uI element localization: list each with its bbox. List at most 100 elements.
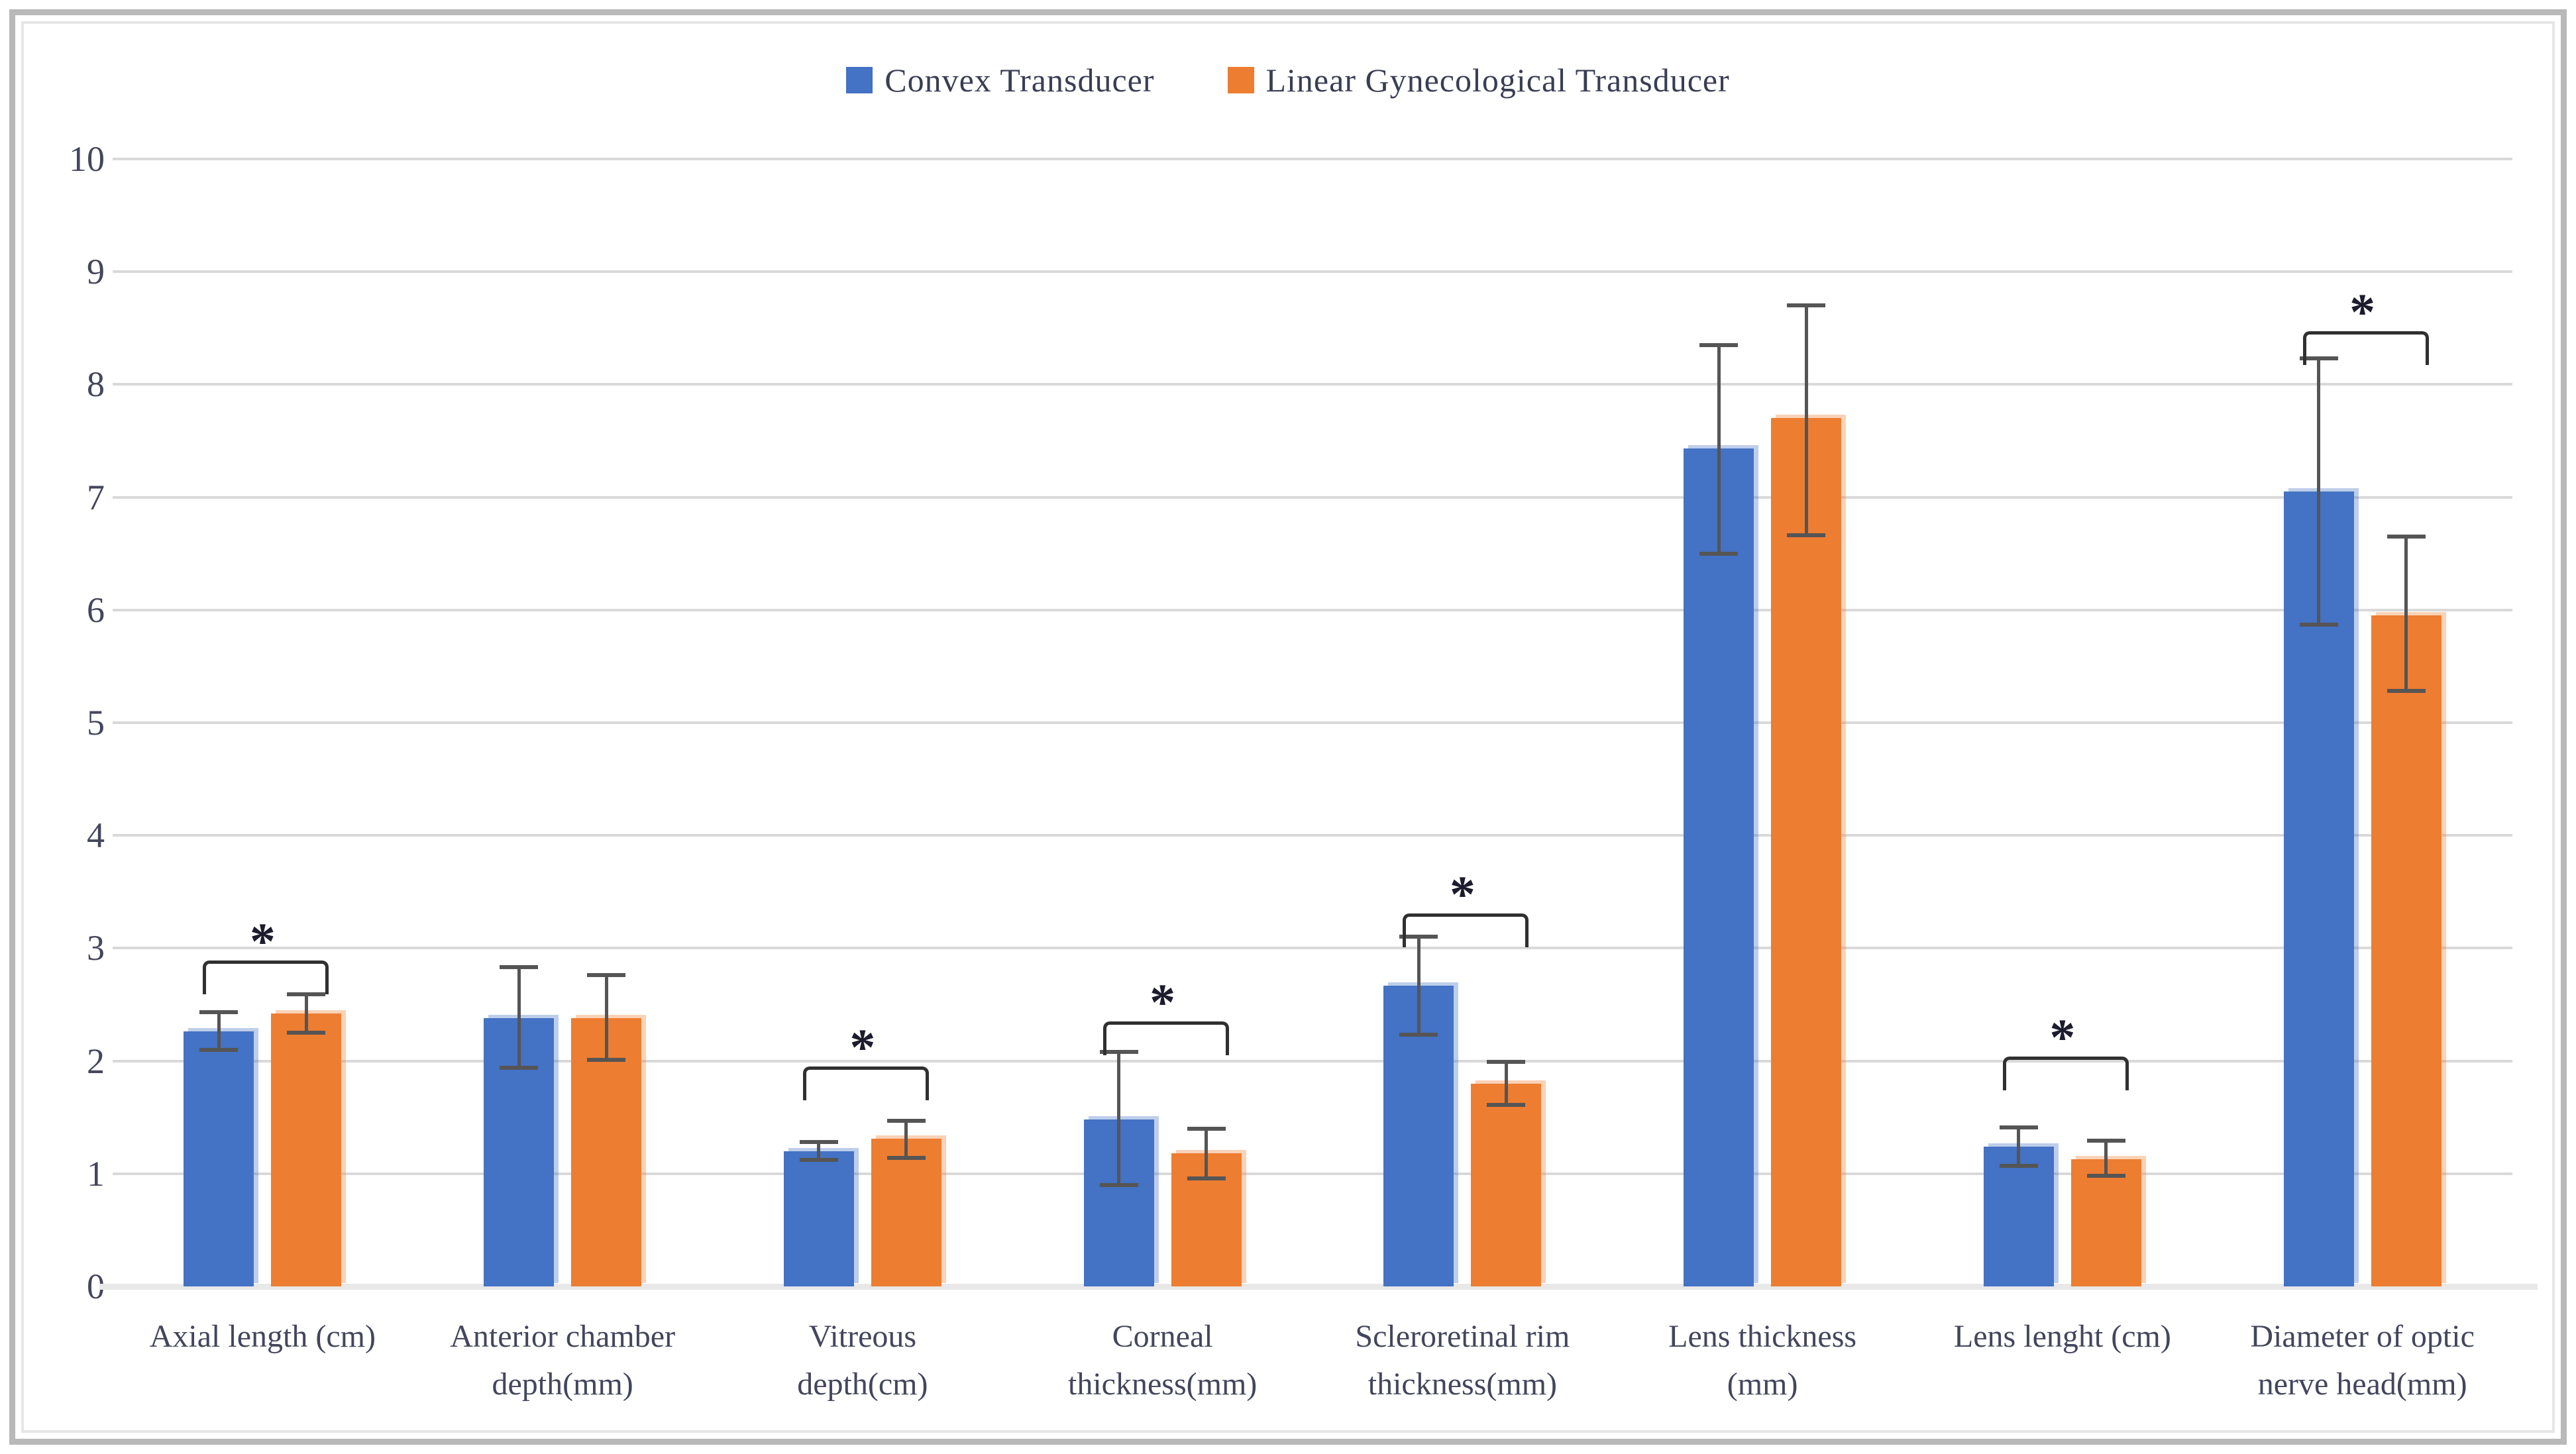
plot-area: * * * * * * [99, 158, 2538, 1290]
x-category-label-3: Corneal thickness(mm) [1067, 1319, 1258, 1402]
x-category-label-2: Vitreous depth(cm) [797, 1319, 928, 1402]
error-bar-line-linear-2 [904, 1120, 908, 1158]
error-bar-cap-bottom-linear-7 [2387, 689, 2426, 694]
error-bar-line-linear-0 [304, 994, 308, 1033]
bar-group-5 [1613, 159, 1913, 1286]
x-category-label-7: Diameter of optic nerve head(mm) [2250, 1319, 2475, 1402]
gridline-y8 [113, 383, 2512, 386]
error-bar-cap-bottom-linear-0 [287, 1031, 326, 1035]
bar-linear-4 [1471, 1083, 1542, 1286]
legend-item-linear: Linear Gynecological Transducer [1227, 61, 1730, 99]
error-bar-cap-bottom-convex-6 [1999, 1163, 2038, 1168]
gridline-y7 [113, 495, 2512, 499]
error-bar-cap-bottom-convex-4 [1399, 1033, 1438, 1037]
legend: Convex Transducer Linear Gynecological T… [0, 61, 2576, 99]
bar-linear-6 [2070, 1159, 2141, 1286]
error-bar-cap-top-linear-0 [287, 992, 326, 997]
error-bar-line-convex-6 [2017, 1127, 2021, 1166]
y-axis-tick-labels: 0 1 2 3 4 5 6 7 8 9 10 [19, 139, 105, 1306]
bar-group-4 [1313, 159, 1613, 1286]
bar-convex-2 [783, 1151, 854, 1286]
error-bar-cap-bottom-convex-7 [2299, 622, 2338, 627]
significance-bracket-3 [1102, 1021, 1229, 1056]
significance-bracket-7 [2302, 331, 2429, 366]
error-bar-cap-top-linear-7 [2387, 535, 2426, 539]
error-bar-line-convex-4 [1417, 937, 1421, 1035]
error-bar-cap-bottom-convex-0 [199, 1047, 239, 1052]
legend-swatch-linear-icon [1227, 67, 1254, 93]
bar-linear-7 [2371, 615, 2442, 1286]
y-tick-label-3: 3 [87, 928, 105, 968]
y-tick-label-2: 2 [87, 1041, 105, 1081]
y-tick-label-10: 10 [69, 139, 105, 179]
error-bar-line-convex-5 [1717, 344, 1721, 554]
error-bar-line-linear-3 [1205, 1128, 1208, 1178]
y-tick-label-4: 4 [87, 815, 105, 856]
gridline-y2 [113, 1059, 2512, 1063]
error-bar-cap-top-convex-4 [1399, 935, 1438, 939]
error-bar-line-linear-4 [1504, 1062, 1508, 1105]
gridline-y4 [113, 834, 2512, 837]
legend-label-linear: Linear Gynecological Transducer [1265, 62, 1730, 99]
error-bar-cap-bottom-linear-6 [2086, 1174, 2125, 1178]
y-tick-label-1: 1 [87, 1153, 105, 1194]
error-bar-cap-bottom-convex-3 [1099, 1182, 1138, 1187]
x-axis-baseline [99, 1284, 2538, 1290]
error-bar-line-linear-1 [604, 975, 608, 1060]
error-bar-cap-bottom-convex-2 [799, 1158, 838, 1163]
bar-group-1 [413, 159, 713, 1286]
legend-swatch-convex-icon [846, 67, 873, 93]
error-bar-cap-bottom-linear-4 [1487, 1102, 1526, 1107]
error-bar-cap-top-linear-5 [1787, 303, 1826, 308]
error-bar-line-convex-7 [2317, 358, 2321, 625]
significance-star-2: * [849, 1018, 876, 1076]
legend-label-convex: Convex Transducer [885, 62, 1155, 99]
error-bar-line-convex-1 [517, 967, 521, 1068]
error-bar-cap-bottom-linear-2 [886, 1155, 926, 1160]
bar-convex-6 [1983, 1146, 2054, 1286]
error-bar-cap-top-convex-5 [1699, 342, 1739, 347]
x-category-label-6: Lens lenght (cm) [1953, 1319, 2171, 1354]
bar-group-0 [113, 159, 413, 1286]
significance-star-4: * [1449, 864, 1476, 923]
significance-star-0: * [249, 912, 276, 970]
error-bar-cap-top-convex-2 [799, 1140, 838, 1145]
significance-bracket-0 [203, 961, 329, 995]
error-bar-cap-top-linear-3 [1187, 1126, 1226, 1131]
gridline-y6 [113, 608, 2512, 611]
y-tick-label-7: 7 [87, 477, 105, 517]
y-tick-label-0: 0 [87, 1267, 105, 1306]
x-category-label-4: Scleroretinal rim thickness(mm) [1355, 1319, 1570, 1402]
error-bar-line-linear-7 [2404, 537, 2408, 692]
x-category-label-1: Anterior chamber depth(mm) [450, 1319, 676, 1402]
bar-linear-5 [1771, 418, 1842, 1286]
error-bar-cap-top-convex-1 [500, 965, 539, 970]
significance-bracket-6 [2002, 1056, 2129, 1090]
x-category-label-0: Axial length (cm) [149, 1319, 376, 1354]
error-bar-cap-top-linear-2 [886, 1118, 926, 1123]
error-bar-line-convex-0 [217, 1012, 221, 1050]
error-bar-cap-bottom-linear-1 [587, 1057, 626, 1062]
gridline-y10 [113, 158, 2512, 160]
y-tick-label-9: 9 [87, 252, 105, 292]
gridline-y1 [113, 1172, 2512, 1175]
gridline-y5 [113, 721, 2512, 724]
error-bar-cap-bottom-convex-1 [500, 1065, 539, 1070]
bar-linear-2 [871, 1139, 941, 1286]
bar-linear-1 [571, 1017, 642, 1286]
y-tick-label-8: 8 [87, 364, 105, 405]
bar-group-6 [1913, 159, 2213, 1286]
y-tick-label-5: 5 [87, 703, 105, 743]
error-bar-cap-top-convex-6 [1999, 1125, 2038, 1130]
error-bar-line-linear-6 [2104, 1141, 2108, 1176]
significance-bracket-4 [1403, 913, 1529, 947]
bar-group-3 [1012, 159, 1313, 1286]
error-bar-line-convex-3 [1117, 1051, 1121, 1185]
bar-group-7 [2212, 159, 2512, 1286]
error-bar-cap-top-convex-0 [199, 1010, 239, 1015]
error-bar-line-linear-5 [1804, 305, 1808, 536]
error-bar-cap-top-linear-6 [2086, 1139, 2125, 1143]
significance-bracket-2 [802, 1066, 929, 1101]
gridline-y3 [113, 947, 2512, 950]
